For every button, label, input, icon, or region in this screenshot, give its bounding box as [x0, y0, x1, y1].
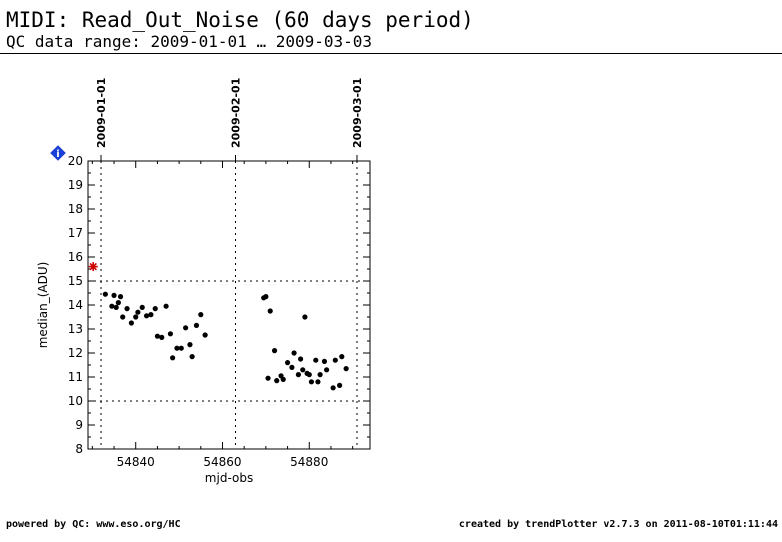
data-point: [302, 314, 308, 320]
data-point: [300, 367, 306, 373]
data-point: [321, 358, 328, 364]
data-point: [163, 303, 169, 309]
data-point: [139, 304, 145, 310]
data-point: [198, 312, 204, 318]
data-point: [274, 378, 280, 384]
x-axis-label: mjd-obs: [205, 471, 253, 485]
data-point: [135, 309, 141, 315]
data-point: [295, 372, 302, 378]
y-axis-label: median_(ADU): [36, 262, 50, 349]
data-point: [174, 345, 180, 351]
data-point: [102, 291, 108, 297]
data-point: [263, 294, 269, 300]
data-point: [337, 382, 343, 388]
data-point: [183, 325, 189, 331]
data-point: [152, 306, 158, 312]
data-point: [117, 294, 124, 300]
data-point: [189, 354, 195, 360]
data-point: [133, 314, 139, 320]
data-point: [324, 367, 330, 373]
y-tick-label: 10: [68, 394, 83, 408]
y-tick-label: 18: [68, 202, 83, 216]
plot-frame: [87, 160, 371, 450]
y-tick-label: 8: [75, 442, 83, 456]
footer-created-by: created by trendPlotter v2.7.3 on 2011-0…: [458, 519, 778, 530]
data-point: [317, 372, 323, 378]
y-tick-label: 11: [68, 370, 83, 384]
data-point: [167, 331, 174, 337]
data-point: [308, 379, 315, 385]
outlier-star-point: [88, 262, 98, 272]
date-marker-label: 2009-01-01: [95, 78, 108, 148]
data-point: [159, 334, 165, 340]
y-tick-label: 12: [68, 346, 83, 360]
data-point: [111, 292, 117, 298]
data-point: [330, 385, 336, 391]
data-point: [284, 360, 291, 366]
data-point: [291, 350, 297, 356]
date-marker-label: 2009-03-01: [351, 78, 364, 148]
data-point: [124, 306, 130, 312]
data-point: [148, 312, 154, 318]
data-point: [267, 308, 273, 314]
data-point: [109, 303, 115, 309]
data-point: [339, 354, 345, 360]
header-divider: [0, 53, 782, 54]
data-point: [178, 345, 184, 351]
data-point: [187, 342, 193, 348]
data-range-subtitle: QC data range: 2009-01-01 … 2009-03-03: [6, 32, 373, 51]
data-point: [113, 304, 119, 310]
data-point: [306, 372, 312, 378]
footer-powered-by: powered by QC: www.eso.org/HC: [6, 519, 181, 530]
data-point: [343, 366, 349, 372]
x-tick-label: 54840: [117, 455, 155, 469]
date-marker-label: 2009-02-01: [230, 78, 243, 148]
data-point: [332, 357, 338, 363]
data-point: [265, 375, 271, 381]
y-tick-label: 9: [75, 418, 83, 432]
data-point: [271, 348, 278, 354]
data-point: [289, 364, 295, 370]
info-icon: [50, 145, 66, 161]
y-tick-label: 15: [68, 274, 83, 288]
y-tick-label: 17: [68, 226, 83, 240]
data-point: [202, 332, 208, 338]
page-title: MIDI: Read_Out_Noise (60 days period): [6, 8, 474, 32]
data-point: [115, 300, 121, 306]
data-point: [315, 379, 321, 385]
y-tick-label: 20: [68, 154, 83, 168]
data-point: [297, 356, 304, 362]
data-point: [170, 355, 176, 361]
x-tick-label: 54880: [290, 455, 328, 469]
data-point: [143, 313, 150, 319]
data-point: [154, 333, 161, 339]
data-point: [280, 376, 286, 382]
y-tick-label: 14: [68, 298, 83, 312]
y-tick-label: 13: [68, 322, 83, 336]
y-tick-label: 19: [68, 178, 83, 192]
data-point: [193, 322, 200, 328]
data-point: [313, 357, 319, 363]
data-point: [128, 320, 134, 326]
info-icon-label: i: [56, 149, 59, 160]
data-point: [120, 314, 126, 320]
y-tick-label: 16: [68, 250, 83, 264]
x-tick-label: 54860: [203, 455, 241, 469]
